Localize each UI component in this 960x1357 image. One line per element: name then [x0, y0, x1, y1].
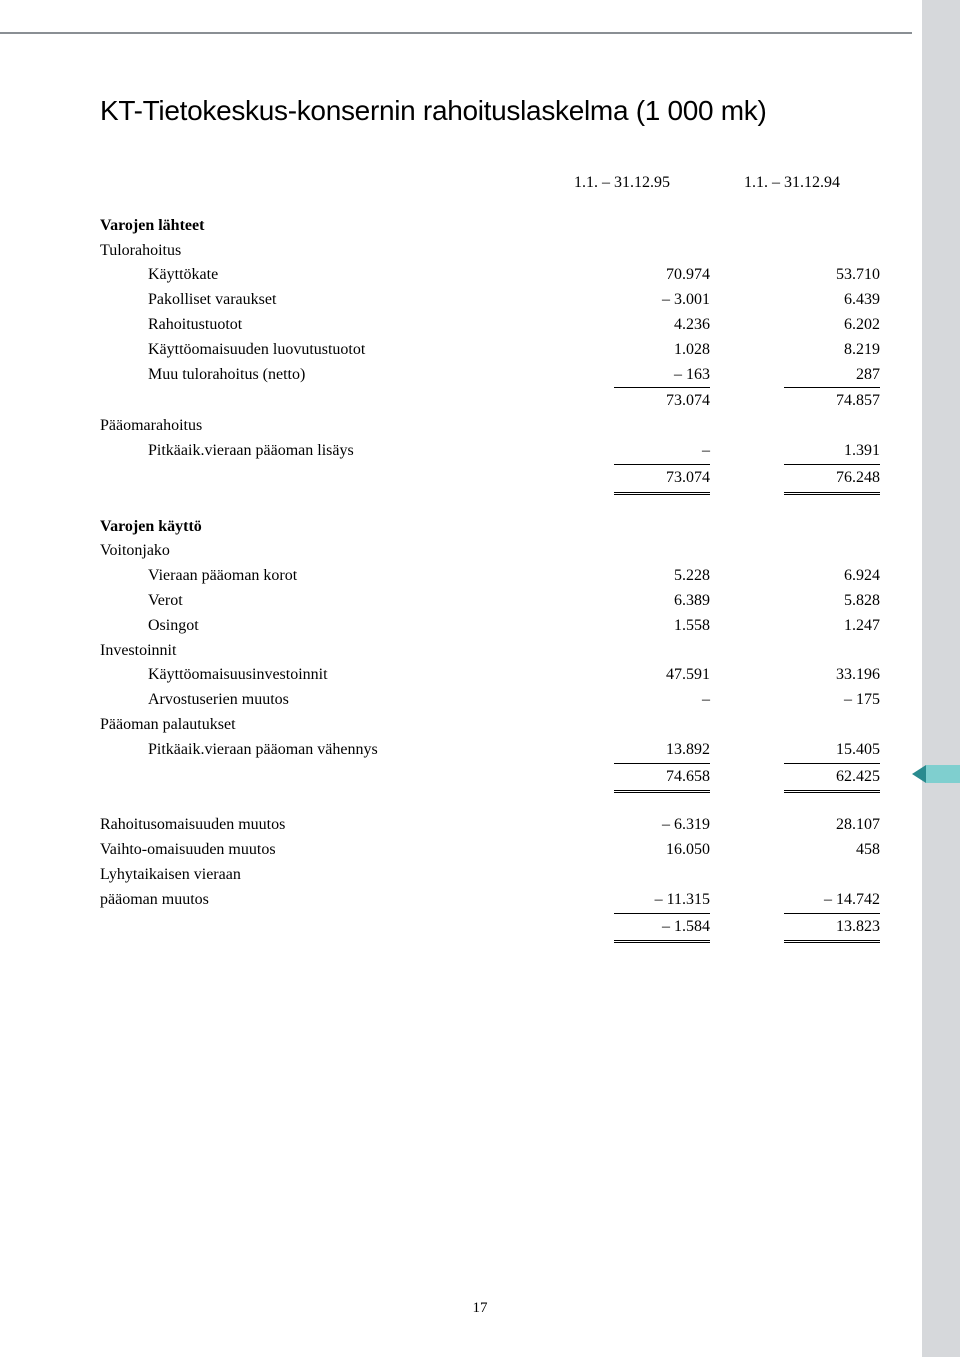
- subsection-label: Pääomarahoitus: [100, 414, 880, 439]
- period-2-header: 1.1. – 31.12.94: [710, 171, 880, 214]
- table-row: Rahoitusomaisuuden muutos – 6.319 28.107: [100, 813, 880, 838]
- subsection-label: Voitonjako: [100, 539, 880, 564]
- subsection-label: Investoinnit: [100, 639, 880, 664]
- page-number: 17: [0, 1300, 960, 1317]
- subsection-label: Tulorahoitus: [100, 239, 880, 264]
- table-row: Pitkäaik.vieraan pääoman lisäys – 1.391: [100, 439, 880, 464]
- section-heading: Varojen käyttö: [100, 515, 880, 540]
- section-heading: Varojen lähteet: [100, 214, 880, 239]
- table-row: Osingot 1.558 1.247: [100, 614, 880, 639]
- total-row: 73.074 76.248: [100, 464, 880, 495]
- table-row: Käyttöomaisuusinvestoinnit 47.591 33.196: [100, 663, 880, 688]
- table-row: Käyttöomaisuuden luovutustuotot 1.028 8.…: [100, 338, 880, 363]
- page-title: KT-Tietokeskus-konsernin rahoituslaskelm…: [100, 95, 880, 127]
- table-row: Muu tulorahoitus (netto) – 163 287: [100, 363, 880, 388]
- table-row: Vaihto-omaisuuden muutos 16.050 458: [100, 838, 880, 863]
- page-marker-icon: [912, 765, 960, 783]
- page-content: KT-Tietokeskus-konsernin rahoituslaskelm…: [100, 95, 880, 943]
- table-row: pääoman muutos – 11.315 – 14.742: [100, 888, 880, 913]
- subsection-label: Pääoman palautukset: [100, 713, 880, 738]
- table-row: Verot 6.389 5.828: [100, 589, 880, 614]
- subtotal-row: 73.074 74.857: [100, 387, 880, 414]
- right-side-tab: [922, 0, 960, 1357]
- financial-table: 1.1. – 31.12.95 1.1. – 31.12.94 Varojen …: [100, 171, 880, 943]
- table-row: Pitkäaik.vieraan pääoman vähennys 13.892…: [100, 738, 880, 763]
- table-row: Rahoitustuotot 4.236 6.202: [100, 313, 880, 338]
- period-1-header: 1.1. – 31.12.95: [540, 171, 710, 214]
- table-row: Vieraan pääoman korot 5.228 6.924: [100, 564, 880, 589]
- column-header-row: 1.1. – 31.12.95 1.1. – 31.12.94: [100, 171, 880, 214]
- top-rule: [0, 32, 912, 34]
- table-row: Käyttökate 70.974 53.710: [100, 263, 880, 288]
- table-row: Arvostuserien muutos – – 175: [100, 688, 880, 713]
- table-row: Lyhytaikaisen vieraan: [100, 863, 880, 888]
- table-row: Pakolliset varaukset – 3.001 6.439: [100, 288, 880, 313]
- total-row: 74.658 62.425: [100, 763, 880, 794]
- total-row: – 1.584 13.823: [100, 913, 880, 944]
